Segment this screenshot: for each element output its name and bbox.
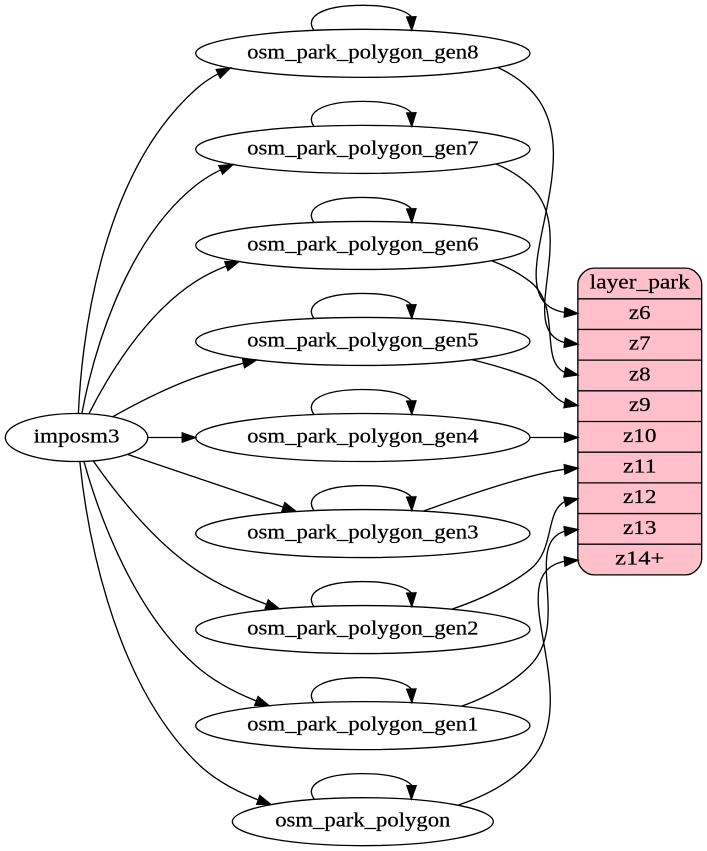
svg-text:z8: z8 xyxy=(629,363,651,385)
svg-text:z13: z13 xyxy=(623,517,657,539)
svg-text:z7: z7 xyxy=(629,333,651,355)
svg-text:osm_park_polygon_gen3: osm_park_polygon_gen3 xyxy=(247,521,478,543)
svg-text:osm_park_polygon_gen2: osm_park_polygon_gen2 xyxy=(247,617,478,639)
svg-text:osm_park_polygon_gen4: osm_park_polygon_gen4 xyxy=(247,425,478,447)
svg-text:osm_park_polygon_gen5: osm_park_polygon_gen5 xyxy=(247,329,478,351)
svg-text:z9: z9 xyxy=(629,394,651,416)
svg-text:osm_park_polygon_gen1: osm_park_polygon_gen1 xyxy=(247,714,478,736)
svg-text:z14+: z14+ xyxy=(615,547,664,569)
svg-text:osm_park_polygon_gen6: osm_park_polygon_gen6 xyxy=(247,233,478,255)
svg-text:z6: z6 xyxy=(629,302,651,324)
svg-text:z10: z10 xyxy=(623,425,657,447)
svg-text:imposm3: imposm3 xyxy=(34,425,120,447)
svg-text:osm_park_polygon_gen7: osm_park_polygon_gen7 xyxy=(247,137,478,159)
svg-text:osm_park_polygon: osm_park_polygon xyxy=(275,810,450,832)
svg-text:osm_park_polygon_gen8: osm_park_polygon_gen8 xyxy=(247,41,478,63)
svg-text:layer_park: layer_park xyxy=(590,271,691,293)
svg-text:z11: z11 xyxy=(623,455,657,477)
svg-text:z12: z12 xyxy=(623,486,657,508)
